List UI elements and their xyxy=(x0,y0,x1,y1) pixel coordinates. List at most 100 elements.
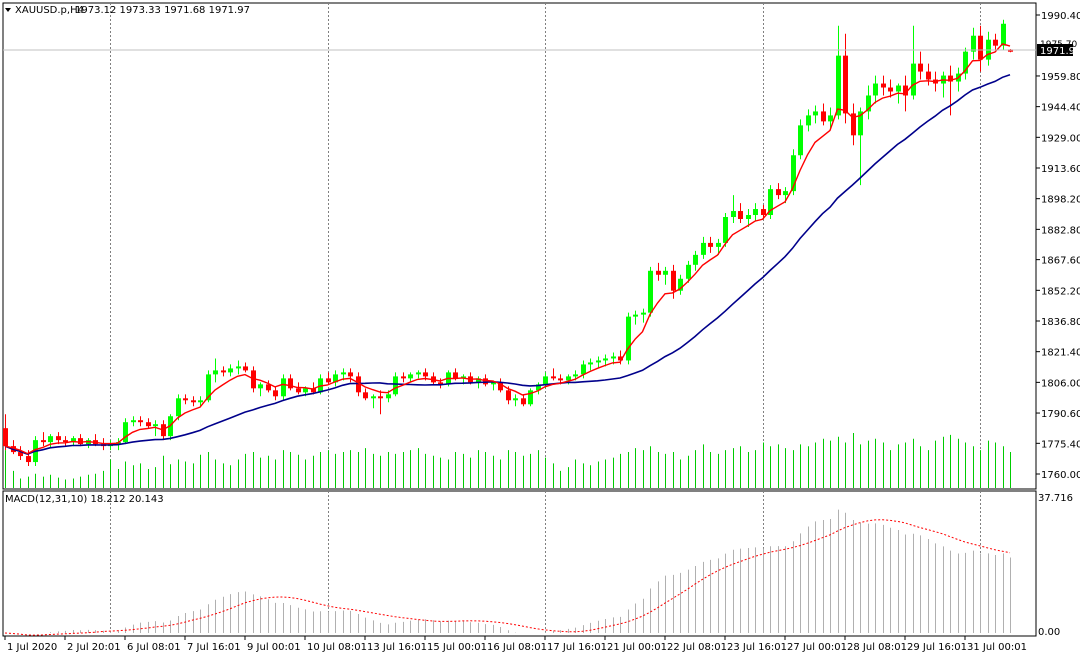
candle-body xyxy=(686,264,691,279)
candle-body xyxy=(648,270,653,313)
candle-body xyxy=(1001,23,1006,46)
candle-body xyxy=(641,312,646,315)
candle-body xyxy=(266,384,271,391)
candle-body xyxy=(333,374,338,383)
candle-body xyxy=(566,376,571,381)
macd-histogram xyxy=(4,509,1011,636)
candle-body xyxy=(183,398,188,401)
price-tick-label: 1990.40 xyxy=(1041,11,1080,22)
time-tick-label: 15 Jul 00:01 xyxy=(427,642,487,653)
candle-body xyxy=(791,155,796,192)
candle-body xyxy=(386,394,391,399)
candle-body xyxy=(783,191,788,196)
ohlc-label: 1973.12 1973.33 1971.68 1971.97 xyxy=(75,5,250,16)
candle-body xyxy=(716,242,721,247)
candle-body xyxy=(888,87,893,92)
macd-label: MACD(12,31,10) 18.212 20.143 xyxy=(5,494,164,505)
candle-body xyxy=(693,254,698,265)
candle-body xyxy=(821,111,826,122)
candle-body xyxy=(206,374,211,401)
candle-body xyxy=(416,372,421,375)
price-tick-label: 1898.20 xyxy=(1041,195,1080,206)
candle-body xyxy=(153,424,158,427)
macd-bottom-axis-label: 0.00 xyxy=(1038,627,1060,638)
candle-body xyxy=(506,390,511,401)
candle-body xyxy=(41,440,46,443)
candle-body xyxy=(573,374,578,377)
candle-body xyxy=(288,378,293,389)
candle-body xyxy=(551,376,556,379)
price-tick-label: 1867.60 xyxy=(1041,256,1080,267)
price-tick-label: 1959.80 xyxy=(1041,72,1080,83)
price-tick-label: 1882.80 xyxy=(1041,225,1080,236)
volume-bars xyxy=(5,433,1011,488)
candle-body xyxy=(311,388,316,393)
candle-body xyxy=(356,376,361,393)
candle-body xyxy=(618,356,623,361)
candle-body xyxy=(498,382,503,391)
time-tick-label: 7 Jul 16:01 xyxy=(187,642,241,653)
time-tick-label: 27 Jul 00:01 xyxy=(787,642,847,653)
candle-body xyxy=(671,270,676,291)
price-tick-label: 1821.40 xyxy=(1041,348,1080,359)
candle-body xyxy=(926,71,931,80)
candle-body xyxy=(341,372,346,375)
candle-body xyxy=(453,372,458,379)
candle-body xyxy=(3,428,8,447)
candle-body xyxy=(731,211,736,218)
candle-body xyxy=(611,356,616,359)
candle-body xyxy=(281,378,286,397)
price-tick-label: 1836.80 xyxy=(1041,317,1080,328)
candle-body xyxy=(48,436,53,443)
candle-body xyxy=(393,376,398,395)
candle-body xyxy=(588,362,593,365)
slow-moving-average-line xyxy=(4,73,1011,455)
candle-body xyxy=(303,388,308,393)
candle-body xyxy=(918,63,923,72)
price-tick-label: 1944.40 xyxy=(1041,103,1080,114)
time-tick-label: 23 Jul 16:01 xyxy=(727,642,787,653)
candle-body xyxy=(948,75,953,82)
candle-body xyxy=(911,63,916,96)
current-price-tag-text: 1971.97 xyxy=(1040,46,1080,57)
candle-body xyxy=(221,370,226,373)
dropdown-triangle-icon[interactable] xyxy=(5,8,11,12)
candle-body xyxy=(881,83,886,88)
candle-body xyxy=(813,111,818,116)
candle-body xyxy=(723,217,728,243)
candle-body xyxy=(776,189,781,196)
price-tick-label: 1790.60 xyxy=(1041,409,1080,420)
candle-body xyxy=(851,113,856,136)
candle-body xyxy=(626,316,631,361)
candle-body xyxy=(146,422,151,427)
candle-body xyxy=(656,270,661,275)
candle-body xyxy=(528,390,533,405)
candle-body xyxy=(258,384,263,389)
price-tick-label: 1929.00 xyxy=(1041,133,1080,144)
candle-body xyxy=(603,358,608,361)
candle-body xyxy=(491,382,496,385)
candle-body xyxy=(348,372,353,377)
time-axis: 1 Jul 2020 2 Jul 20:01 6 Jul 08:01 7 Jul 16… xyxy=(4,636,1027,653)
time-tick-label: 17 Jul 16:01 xyxy=(547,642,607,653)
candle-body xyxy=(963,51,968,74)
candle-body xyxy=(663,270,668,275)
price-tick-label: 1913.60 xyxy=(1041,164,1080,175)
candle-body xyxy=(18,452,23,457)
candle-body xyxy=(971,35,976,52)
time-tick-label: 10 Jul 08:01 xyxy=(307,642,367,653)
candle-body xyxy=(63,440,68,443)
candle-body xyxy=(978,35,983,60)
candle-body xyxy=(228,368,233,373)
time-tick-label: 28 Jul 08:01 xyxy=(847,642,907,653)
price-tick-label: 1760.00 xyxy=(1041,470,1080,481)
time-tick-label: 13 Jul 16:01 xyxy=(367,642,427,653)
candle-body xyxy=(828,115,833,122)
time-tick-label: 29 Jul 16:01 xyxy=(907,642,967,653)
candle-body xyxy=(296,388,301,393)
candle-body xyxy=(423,372,428,377)
candle-body xyxy=(701,242,706,255)
candle-body xyxy=(798,125,803,156)
candle-body xyxy=(596,360,601,363)
